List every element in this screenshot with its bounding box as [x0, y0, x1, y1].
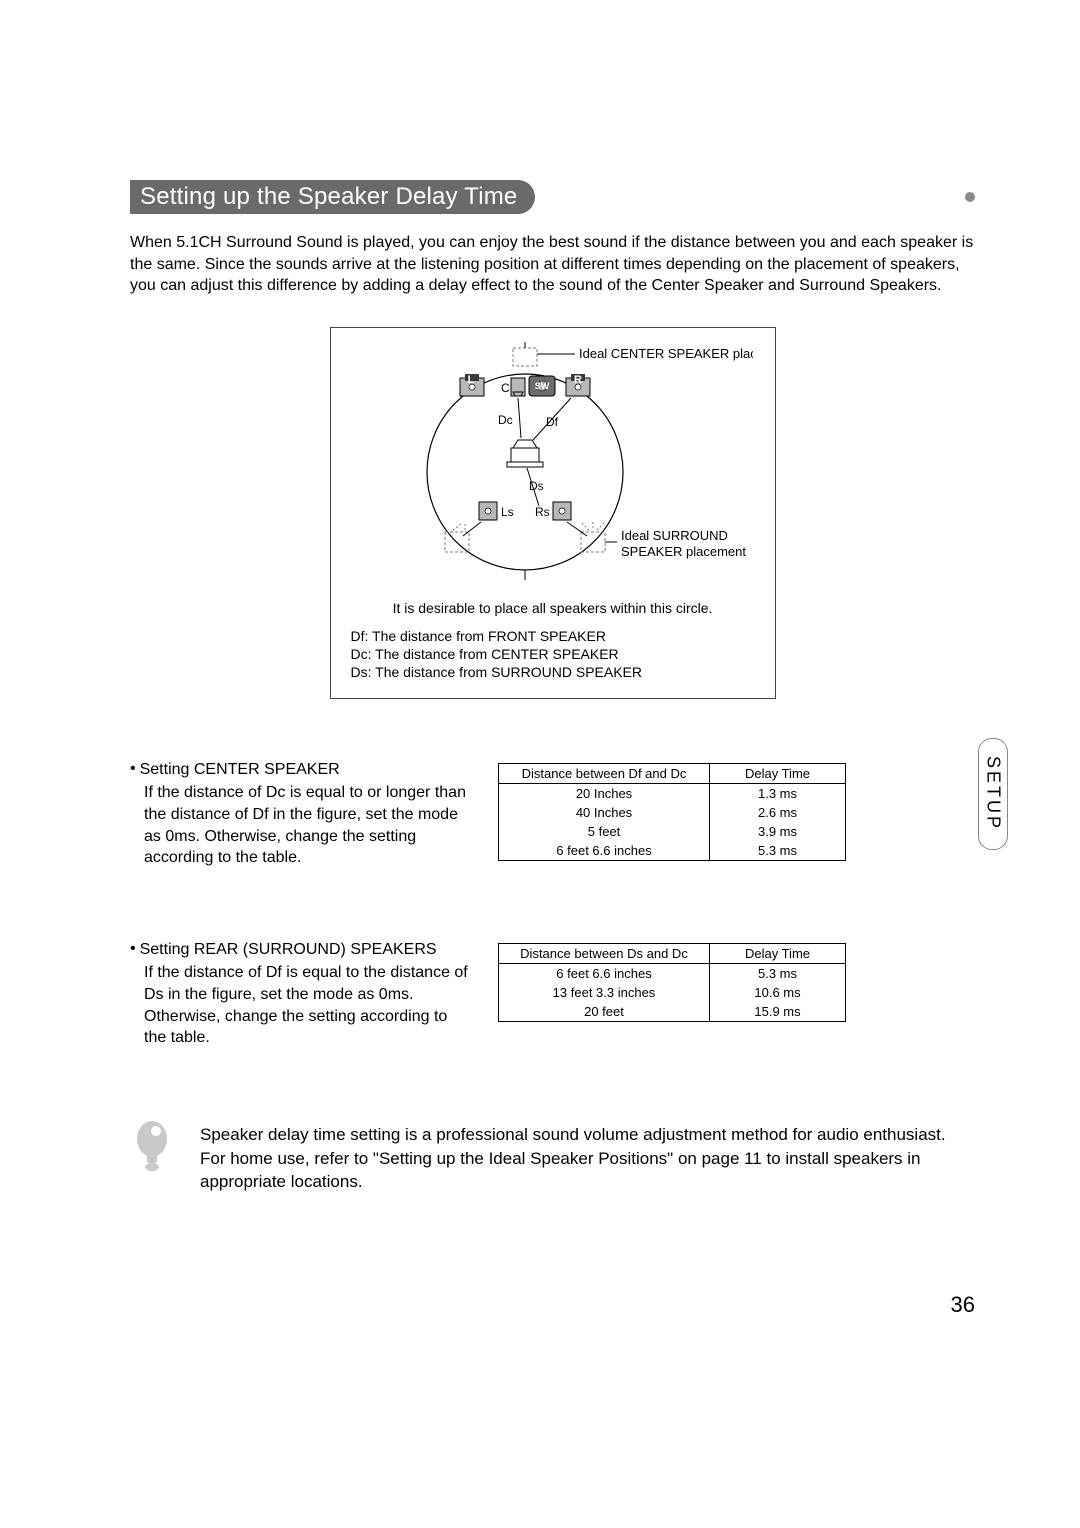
page-title: Setting up the Speaker Delay Time: [140, 183, 517, 211]
label-Ls: Ls: [501, 505, 514, 519]
callout-center: Ideal CENTER SPEAKER placement: [579, 346, 753, 361]
page-number: 36: [951, 1292, 975, 1318]
table-row: 13 feet 3.3 inches10.6 ms: [499, 983, 846, 1002]
chapter-tab-label: SETUP: [983, 756, 1004, 831]
table-row: 5 feet3.9 ms: [499, 822, 846, 841]
rear-heading: Setting REAR (SURROUND) SPEAKERS: [140, 939, 437, 961]
callout-surround-l1: Ideal SURROUND: [621, 528, 728, 543]
rear-speaker-section: • Setting REAR (SURROUND) SPEAKERS If th…: [130, 939, 975, 1049]
diagram-caption: It is desirable to place all speakers wi…: [351, 600, 755, 616]
label-R: R: [574, 374, 582, 386]
label-Df: Df: [546, 415, 559, 429]
center-body: If the distance of Dc is equal to or lon…: [130, 782, 470, 868]
rear-delay-table: Distance between Ds and Dc Delay Time 6 …: [498, 943, 846, 1022]
table-row: 20 feet15.9 ms: [499, 1002, 846, 1022]
intro-paragraph: When 5.1CH Surround Sound is played, you…: [130, 232, 975, 297]
center-delay-table: Distance between Df and Dc Delay Time 20…: [498, 763, 846, 861]
label-Rs: Rs: [535, 505, 550, 519]
table-header: Distance between Df and Dc: [499, 763, 710, 783]
footnote: Speaker delay time setting is a professi…: [130, 1119, 975, 1194]
bullet-icon: •: [130, 761, 136, 777]
diagram-legend: Df: The distance from FRONT SPEAKER Dc: …: [351, 628, 755, 680]
section-title-row: Setting up the Speaker Delay Time: [130, 180, 975, 214]
legend-dc: Dc: The distance from CENTER SPEAKER: [351, 646, 755, 662]
title-end-dot: [965, 192, 975, 202]
table-row: 20 Inches1.3 ms: [499, 783, 846, 803]
table-row: 6 feet 6.6 inches5.3 ms: [499, 963, 846, 983]
bullet-icon: •: [130, 941, 136, 957]
label-Dc: Dc: [498, 413, 513, 427]
table-row: 40 Inches2.6 ms: [499, 803, 846, 822]
note-text: Speaker delay time setting is a professi…: [200, 1119, 975, 1194]
label-Ds: Ds: [529, 479, 544, 493]
center-heading: Setting CENTER SPEAKER: [140, 759, 340, 781]
legend-df: Df: The distance from FRONT SPEAKER: [351, 628, 755, 644]
table-header: Distance between Ds and Dc: [499, 943, 710, 963]
title-pill: Setting up the Speaker Delay Time: [130, 180, 535, 214]
label-L: L: [467, 374, 474, 386]
table-row: 6 feet 6.6 inches5.3 ms: [499, 841, 846, 861]
callout-surround-l2: SPEAKER placement: [621, 544, 746, 559]
center-speaker-section: • Setting CENTER SPEAKER If the distance…: [130, 759, 975, 869]
label-C: C: [501, 381, 510, 395]
table-header: Delay Time: [710, 943, 846, 963]
rear-body: If the distance of Df is equal to the di…: [130, 962, 470, 1048]
diagram-svg: Ideal CENTER SPEAKER placement L R C: [353, 342, 753, 594]
label-SW: SW: [534, 381, 549, 391]
legend-ds: Ds: The distance from SURROUND SPEAKER: [351, 664, 755, 680]
chapter-tab: SETUP: [978, 738, 1008, 850]
table-header: Delay Time: [710, 763, 846, 783]
speaker-diagram: Ideal CENTER SPEAKER placement L R C: [330, 327, 776, 699]
note-icon: [130, 1119, 174, 1178]
